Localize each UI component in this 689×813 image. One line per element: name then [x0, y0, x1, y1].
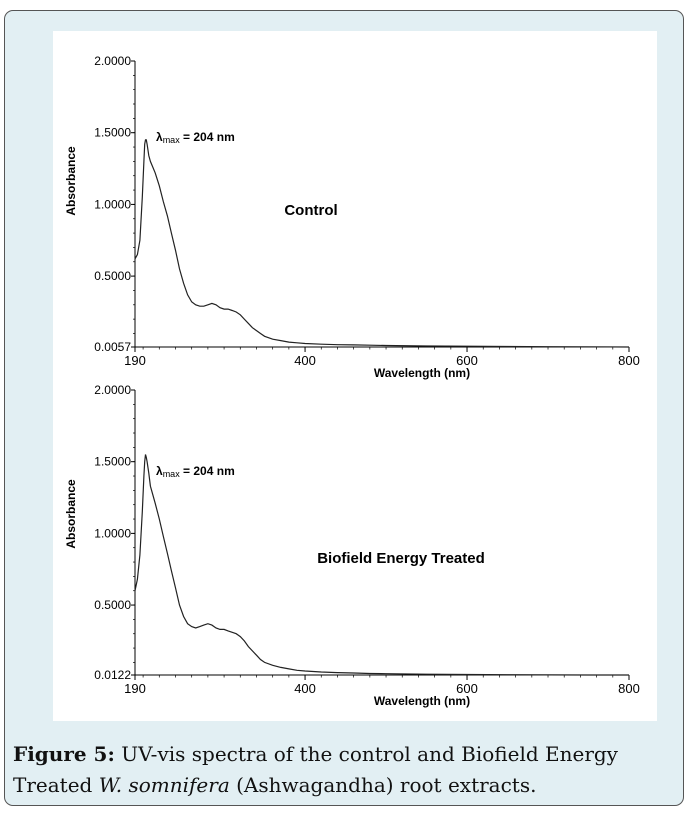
control-y-axis-label: Absorbance — [64, 146, 78, 216]
control-lambda-subscript: max — [163, 135, 181, 145]
treated-series-label: Biofield Energy Treated — [317, 550, 485, 567]
control-y-tick-label: 0.5000 — [94, 269, 131, 283]
control-y-tick-label: 2.0000 — [94, 54, 131, 68]
control-y-tick-label: 1.5000 — [94, 126, 131, 140]
treated-x-tick-label: 400 — [294, 681, 316, 696]
control-x-tick-label: 190 — [124, 353, 146, 368]
treated-lambda-symbol: λ — [156, 464, 163, 478]
caption-text-1: UV-vis spectra of the control and Biofie… — [13, 742, 618, 797]
control-x-tick-label: 600 — [456, 353, 478, 368]
control-series-label: Control — [284, 202, 337, 219]
figure-caption: Figure 5: UV-vis spectra of the control … — [13, 739, 675, 801]
control-x-tick-label: 800 — [618, 353, 640, 368]
control-x-axis-label: Wavelength (nm) — [374, 366, 470, 380]
control-lambda-symbol: λ — [156, 130, 163, 144]
caption-text-2: (Ashwagandha) root extracts. — [229, 773, 537, 797]
treated-y-tick-label: 1.5000 — [94, 455, 131, 469]
caption-label: Figure 5: — [13, 742, 115, 766]
control-lambda-value: = 204 nm — [180, 130, 235, 144]
treated-x-axis-label: Wavelength (nm) — [374, 694, 470, 708]
treated-x-tick-label: 800 — [618, 681, 640, 696]
treated-lambda-subscript: max — [163, 469, 181, 479]
treated-y-tick-label: 1.0000 — [94, 526, 131, 540]
treated-x-tick-label: 600 — [456, 681, 478, 696]
treated-x-tick-label: 190 — [124, 681, 146, 696]
figure-panel: 2.0000 1.5000 1.0000 0.5000 0.0057 190 400 600 8… — [53, 31, 657, 721]
treated-y-tick-label: 0.0122 — [94, 668, 131, 682]
control-x-tick-label: 400 — [294, 353, 316, 368]
control-y-tick-label: 0.0057 — [94, 340, 131, 354]
treated-y-tick-label: 0.5000 — [94, 598, 131, 612]
treated-lambda-value: = 204 nm — [180, 464, 235, 478]
control-spectrum-line — [134, 139, 630, 348]
caption-species: W. somnifera — [98, 773, 230, 797]
treated-y-axis-label: Absorbance — [64, 479, 78, 549]
control-lambda-max-annotation: λmax = 204 nm — [156, 130, 235, 145]
treated-lambda-max-annotation: λmax = 204 nm — [156, 464, 235, 479]
treated-y-tick-label: 2.0000 — [94, 383, 131, 397]
treated-spectrum-line — [134, 454, 629, 676]
control-y-tick-label: 1.0000 — [94, 197, 131, 211]
figure-frame: 2.0000 1.5000 1.0000 0.5000 0.0057 190 400 600 8… — [4, 10, 684, 806]
